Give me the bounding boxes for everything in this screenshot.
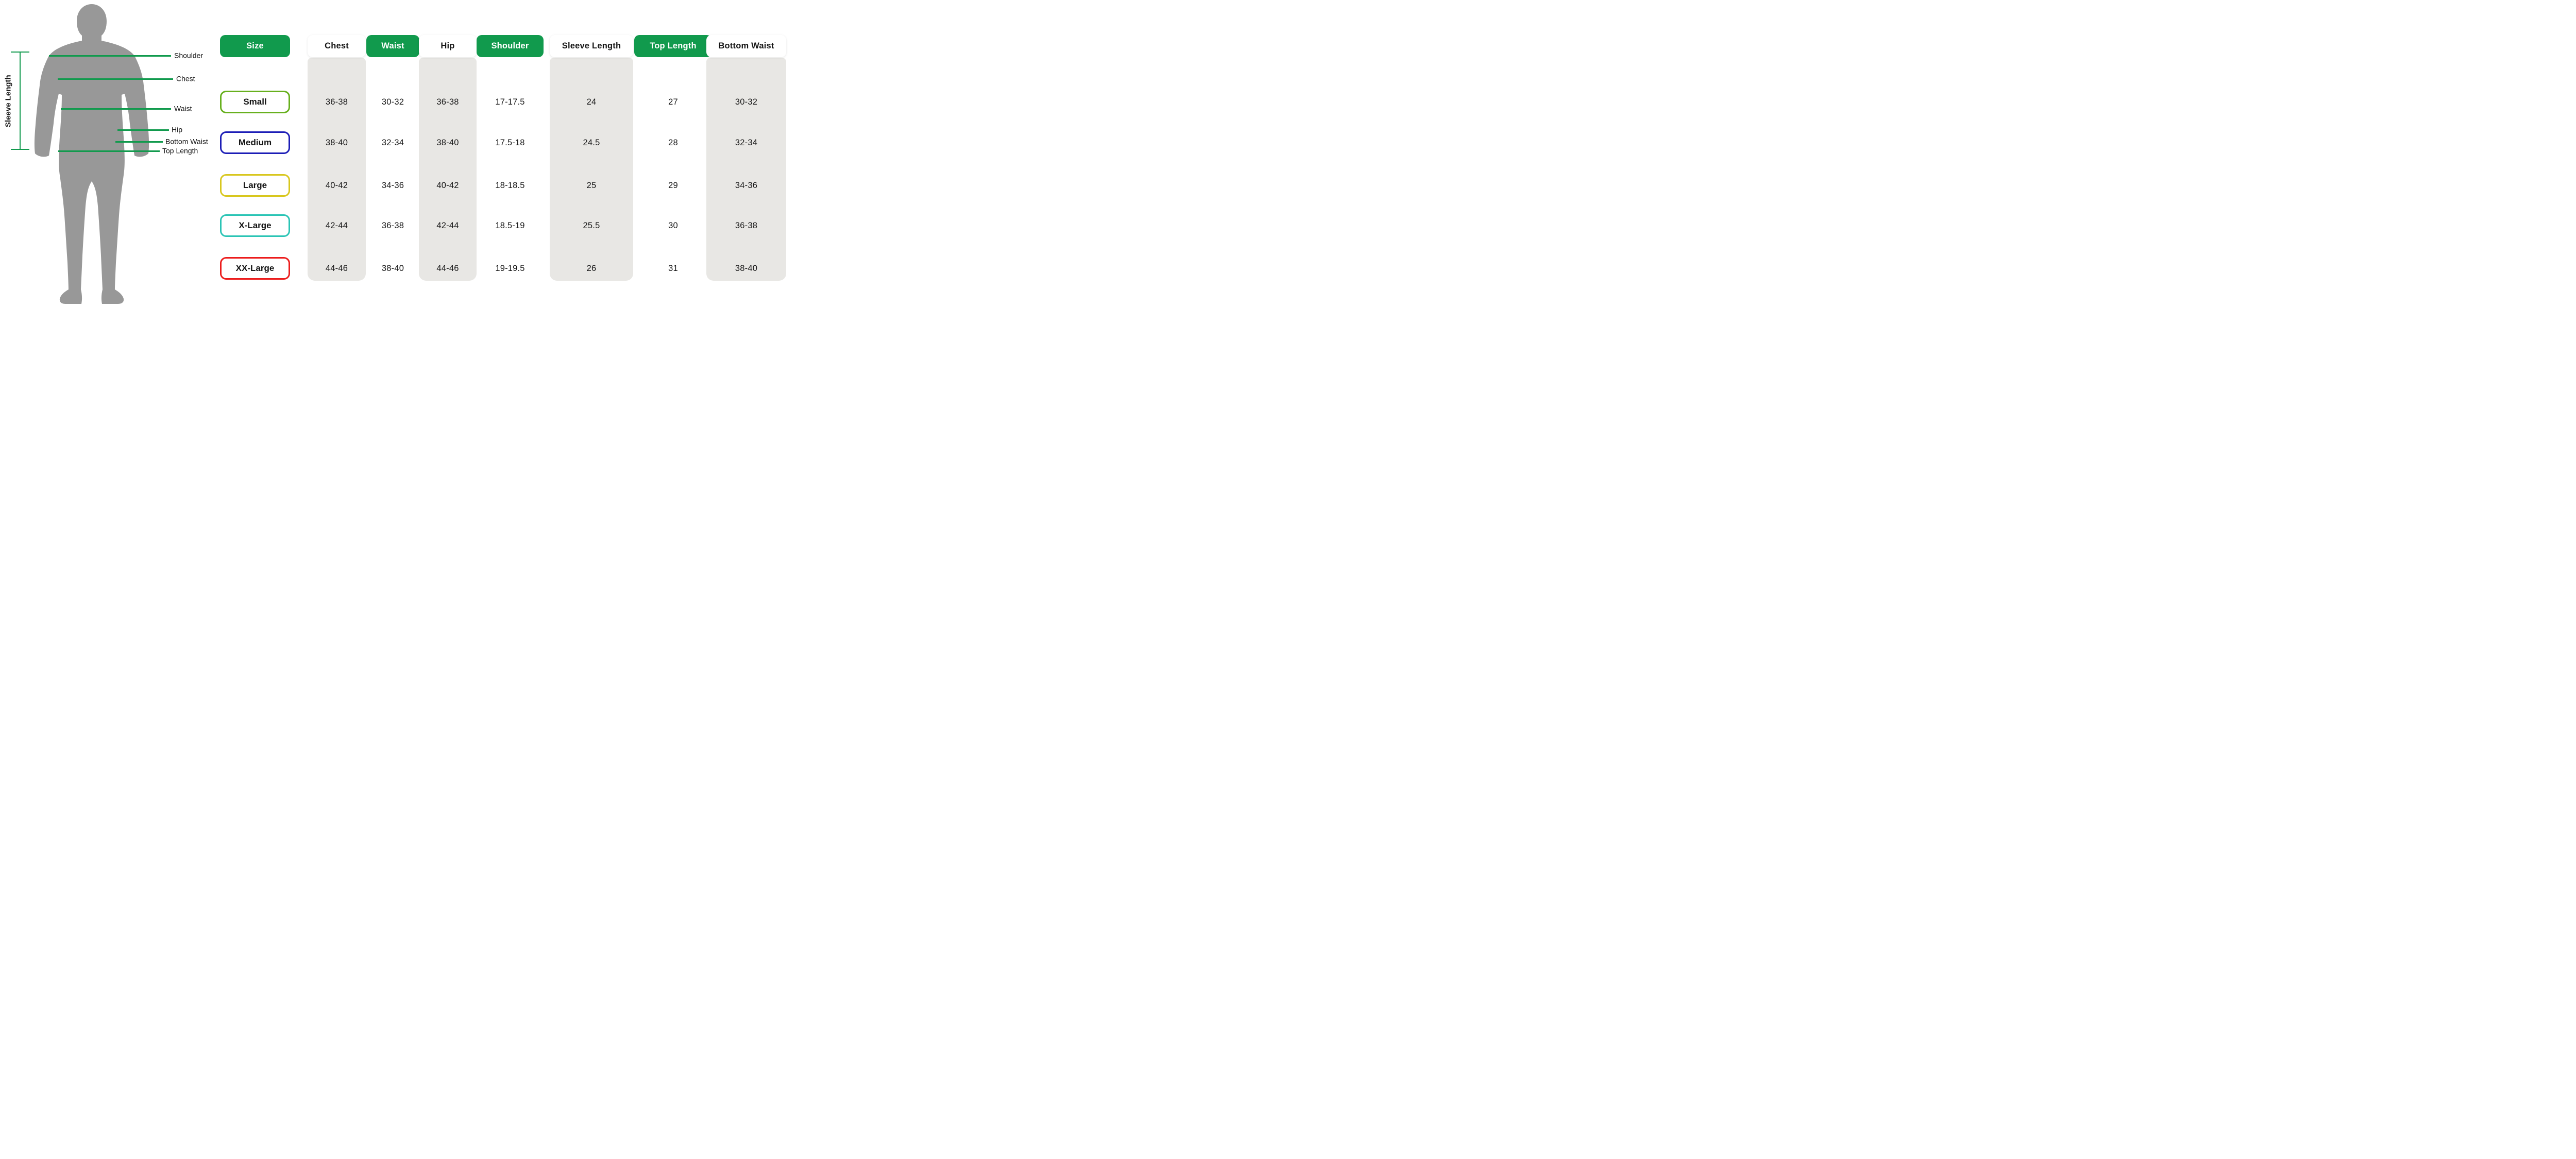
cell-top_length-xx-large: 31 <box>668 263 678 273</box>
column-header-top_length: Top Length <box>634 35 712 57</box>
cell-waist-large: 34-36 <box>381 180 404 190</box>
cell-waist-x-large: 36-38 <box>381 220 404 230</box>
cell-sleeve_length-x-large: 25.5 <box>583 220 600 230</box>
measurement-label-bottom-waist: Bottom Waist <box>165 137 208 146</box>
cell-chest-large: 40-42 <box>325 180 348 190</box>
cell-sleeve_length-large: 25 <box>586 180 597 190</box>
body-measurement-diagram: Sleeve Length Shoulder Chest Waist Hip Botto… <box>0 0 237 309</box>
cell-waist-small: 30-32 <box>381 97 404 107</box>
cell-bottom_waist-xx-large: 38-40 <box>735 263 758 273</box>
size-table: Size Chest 36-38 38-40 40-42 42-44 44-46 Waist… <box>0 0 814 309</box>
cell-bottom_waist-large: 34-36 <box>735 180 758 190</box>
cell-hip-medium: 38-40 <box>436 138 459 147</box>
measurement-label-waist: Waist <box>174 104 192 113</box>
column-header-shoulder: Shoulder <box>477 35 544 57</box>
size-button-small[interactable]: Small <box>220 91 290 113</box>
cell-sleeve_length-small: 24 <box>586 97 597 107</box>
size-button-large[interactable]: Large <box>220 174 290 197</box>
cell-top_length-small: 27 <box>668 97 678 107</box>
cell-waist-medium: 32-34 <box>381 138 404 147</box>
column-stripe-chest <box>308 58 366 281</box>
cell-hip-x-large: 42-44 <box>436 220 459 230</box>
column-header-waist: Waist <box>366 35 419 57</box>
column-stripe-sleeve_length <box>550 58 633 281</box>
cell-sleeve_length-xx-large: 26 <box>586 263 597 273</box>
measurement-line-shoulder <box>49 55 171 57</box>
measurement-line-chest <box>58 78 173 80</box>
cell-hip-large: 40-42 <box>436 180 459 190</box>
sleeve-length-bracket-bottom-cap <box>11 149 29 150</box>
column-header-hip: Hip <box>419 35 477 57</box>
cell-top_length-x-large: 30 <box>668 220 678 230</box>
sleeve-length-bracket-top-cap <box>11 52 29 53</box>
measurement-label-top-length: Top Length <box>162 146 198 155</box>
size-chart-infographic: Sleeve Length Shoulder Chest Waist Hip Botto… <box>0 0 814 309</box>
cell-hip-xx-large: 44-46 <box>436 263 459 273</box>
cell-bottom_waist-x-large: 36-38 <box>735 220 758 230</box>
measurement-label-hip: Hip <box>172 125 183 134</box>
measurement-line-top-length <box>58 150 160 152</box>
column-header-chest: Chest <box>308 35 366 57</box>
measurement-line-hip <box>117 129 169 131</box>
cell-shoulder-large: 18-18.5 <box>495 180 525 190</box>
cell-hip-small: 36-38 <box>436 97 459 107</box>
cell-bottom_waist-medium: 32-34 <box>735 138 758 147</box>
cell-shoulder-medium: 17.5-18 <box>495 138 525 147</box>
cell-top_length-large: 29 <box>668 180 678 190</box>
sleeve-length-bracket-line <box>20 52 21 150</box>
measurement-label-shoulder: Shoulder <box>174 51 204 60</box>
cell-bottom_waist-small: 30-32 <box>735 97 758 107</box>
size-button-xx-large[interactable]: XX-Large <box>220 257 290 280</box>
column-stripe-hip <box>419 58 477 281</box>
cell-chest-small: 36-38 <box>325 97 348 107</box>
cell-shoulder-xx-large: 19-19.5 <box>495 263 525 273</box>
measurement-line-bottom-waist <box>115 141 163 143</box>
column-stripe-bottom_waist <box>706 58 786 281</box>
column-header-sleeve_length: Sleeve Length <box>550 35 633 57</box>
column-header-bottom_waist: Bottom Waist <box>706 35 786 57</box>
cell-chest-x-large: 42-44 <box>325 220 348 230</box>
cell-top_length-medium: 28 <box>668 138 678 147</box>
size-button-x-large[interactable]: X-Large <box>220 214 290 237</box>
measurement-label-chest: Chest <box>176 74 195 83</box>
cell-shoulder-small: 17-17.5 <box>495 97 525 107</box>
cell-chest-xx-large: 44-46 <box>325 263 348 273</box>
size-column-header: Size <box>220 35 290 57</box>
size-button-medium[interactable]: Medium <box>220 131 290 154</box>
cell-shoulder-x-large: 18.5-19 <box>495 220 525 230</box>
measurement-line-waist <box>61 108 171 110</box>
cell-sleeve_length-medium: 24.5 <box>583 138 600 147</box>
cell-waist-xx-large: 38-40 <box>381 263 404 273</box>
cell-chest-medium: 38-40 <box>325 138 348 147</box>
